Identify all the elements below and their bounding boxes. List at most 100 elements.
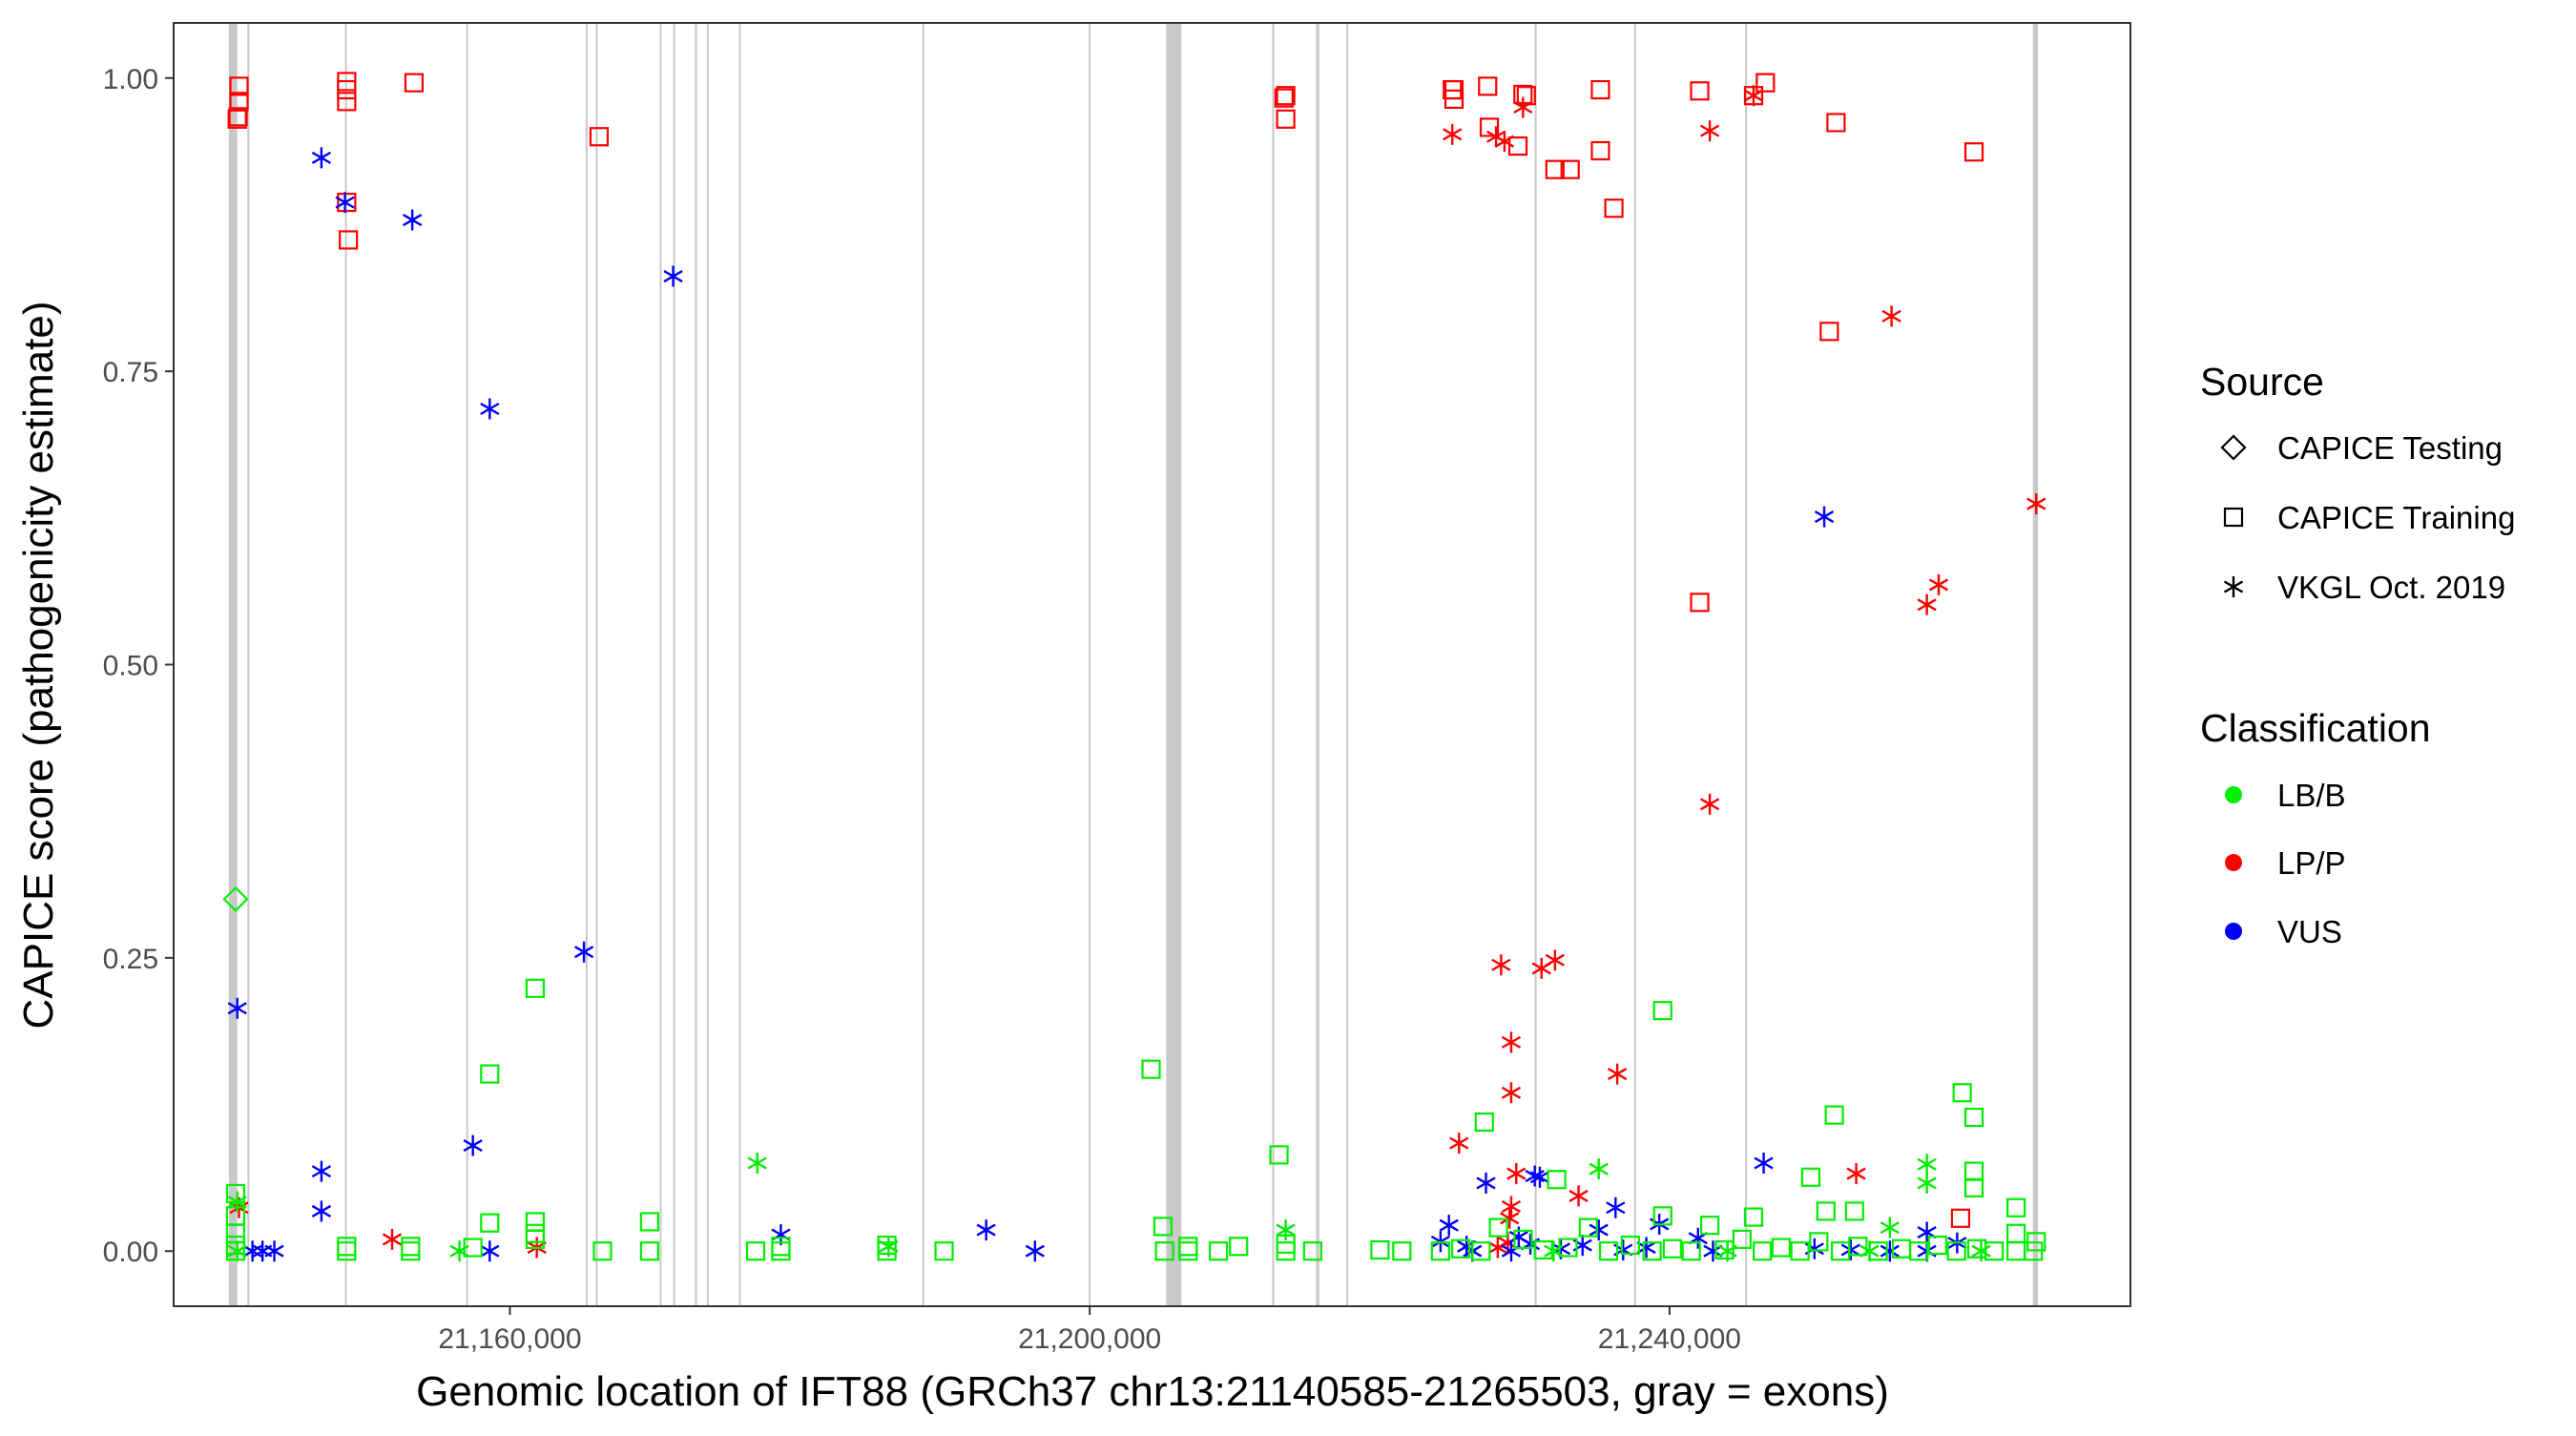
point-vkgl-lpp — [1917, 593, 1937, 615]
point-training-lpp — [1276, 109, 1296, 129]
point-vkgl-lbb — [747, 1153, 767, 1175]
point-training-lbb — [1178, 1237, 1198, 1257]
point-training-lbb — [1652, 1001, 1672, 1021]
point-vkgl-lpp — [1443, 123, 1463, 145]
point-training-lbb — [745, 1241, 766, 1261]
point-training-lbb — [1771, 1238, 1791, 1258]
point-training-lpp — [1444, 79, 1465, 100]
point-vkgl-lpp — [1501, 1082, 1522, 1104]
point-training-lbb — [2006, 1197, 2026, 1217]
point-training-lbb — [1909, 1241, 1929, 1261]
point-training-lpp — [1560, 159, 1580, 179]
point-training-lbb — [337, 1237, 357, 1257]
point-training-lbb — [1302, 1241, 1322, 1261]
point-training-lbb — [1153, 1217, 1173, 1237]
point-vkgl-vus — [1754, 1153, 1774, 1175]
x-tick-label: 21,160,000 — [438, 1323, 581, 1355]
point-training-lpp — [337, 92, 357, 112]
point-vkgl-lpp — [1449, 1133, 1469, 1155]
legend-testing-key-icon — [2220, 434, 2247, 461]
point-vkgl-lbb — [1917, 1172, 1937, 1194]
point-training-lpp — [1276, 86, 1296, 106]
point-training-lbb — [480, 1213, 500, 1233]
exon-band — [673, 23, 675, 1306]
legend-source-vkgl-label: VKGL Oct. 2019 — [2277, 570, 2505, 605]
point-training-lpp — [1479, 117, 1500, 137]
point-vkgl-vus — [1840, 1238, 1860, 1260]
exon-band — [1272, 23, 1275, 1306]
point-vkgl-vus — [463, 1134, 483, 1156]
point-training-lbb — [401, 1237, 421, 1257]
legend-training-key-icon — [2223, 507, 2244, 528]
point-training-lpp — [229, 76, 249, 96]
exon-band — [1089, 23, 1091, 1306]
point-training-lpp — [227, 109, 247, 129]
point-training-lbb — [1732, 1229, 1752, 1250]
point-training-lbb — [1753, 1241, 1773, 1261]
point-vkgl-lpp — [1743, 85, 1764, 107]
point-training-lpp — [337, 193, 357, 213]
point-vkgl-lpp — [1506, 1163, 1527, 1185]
point-training-lbb — [877, 1235, 897, 1256]
point-training-lbb — [1229, 1237, 1249, 1257]
exon-band — [344, 23, 347, 1306]
point-vkgl-lpp — [1501, 1031, 1522, 1053]
point-training-lbb — [1474, 1112, 1494, 1133]
exon-band — [922, 23, 924, 1306]
point-testing-lbb — [222, 885, 249, 912]
point-vkgl-lbb — [1880, 1217, 1900, 1238]
point-training-lbb — [592, 1241, 613, 1261]
point-vkgl-lbb — [449, 1240, 469, 1262]
legend-source-title: Source — [2200, 360, 2324, 404]
exon-band — [738, 23, 741, 1306]
point-training-lpp — [1478, 76, 1498, 96]
point-vkgl-lbb — [1544, 1240, 1564, 1262]
exon-band — [585, 23, 588, 1306]
point-vkgl-lpp — [2026, 493, 2046, 515]
point-training-lbb — [1598, 1241, 1619, 1261]
point-vkgl-lbb — [1971, 1240, 1991, 1262]
point-vkgl-vus — [1589, 1219, 1609, 1241]
point-training-lbb — [1844, 1201, 1864, 1221]
point-vkgl-lpp — [1568, 1185, 1589, 1207]
point-vkgl-vus — [311, 147, 332, 169]
point-vkgl-vus — [480, 398, 500, 420]
x-axis: 21,160,000 21,200,000 21,240,000 — [438, 1306, 1741, 1355]
point-training-lpp — [1950, 1208, 1971, 1228]
exon-band — [706, 23, 709, 1306]
point-training-lbb — [1451, 1238, 1471, 1259]
y-axis-title: CAPICE score (pathogenicity estimate) — [15, 302, 62, 1030]
point-vkgl-lpp — [1545, 949, 1565, 971]
exon-band — [1316, 23, 1319, 1306]
point-training-lpp — [1690, 81, 1710, 101]
point-training-lpp — [1590, 79, 1610, 100]
point-training-lbb — [1154, 1241, 1174, 1261]
x-tick-label: 21,200,000 — [1018, 1323, 1161, 1355]
point-training-lpp — [1507, 135, 1528, 156]
point-vkgl-vus — [1529, 1166, 1550, 1188]
exon-band — [228, 23, 238, 1306]
x-axis-title: Genomic location of IFT88 (GRCh37 chr13:… — [416, 1368, 1889, 1415]
point-vkgl-lbb — [879, 1236, 899, 1258]
point-vkgl-vus — [1814, 506, 1835, 528]
point-vkgl-vus — [1880, 1240, 1900, 1262]
point-vkgl-lpp — [1846, 1163, 1866, 1185]
y-tick-label: 0.50 — [103, 651, 158, 682]
exon-band — [695, 23, 697, 1306]
exon-band — [247, 23, 250, 1306]
point-training-lbb — [934, 1241, 954, 1261]
exon-band — [595, 23, 598, 1306]
point-training-lbb — [1547, 1170, 1567, 1190]
point-vkgl-vus — [311, 1200, 332, 1222]
point-vkgl-lbb — [1917, 1154, 1937, 1176]
point-vkgl-lpp — [382, 1228, 403, 1250]
point-vkgl-vus — [335, 192, 355, 214]
point-training-lbb — [1809, 1232, 1829, 1252]
point-training-lbb — [1952, 1083, 1972, 1103]
point-training-lbb — [2026, 1232, 2046, 1252]
point-training-lbb — [1848, 1237, 1868, 1257]
exon-band — [1166, 23, 1182, 1306]
y-tick-label: 1.00 — [103, 64, 158, 95]
legend-vkgl-key-icon — [2223, 576, 2244, 597]
point-training-lpp — [1755, 73, 1776, 93]
